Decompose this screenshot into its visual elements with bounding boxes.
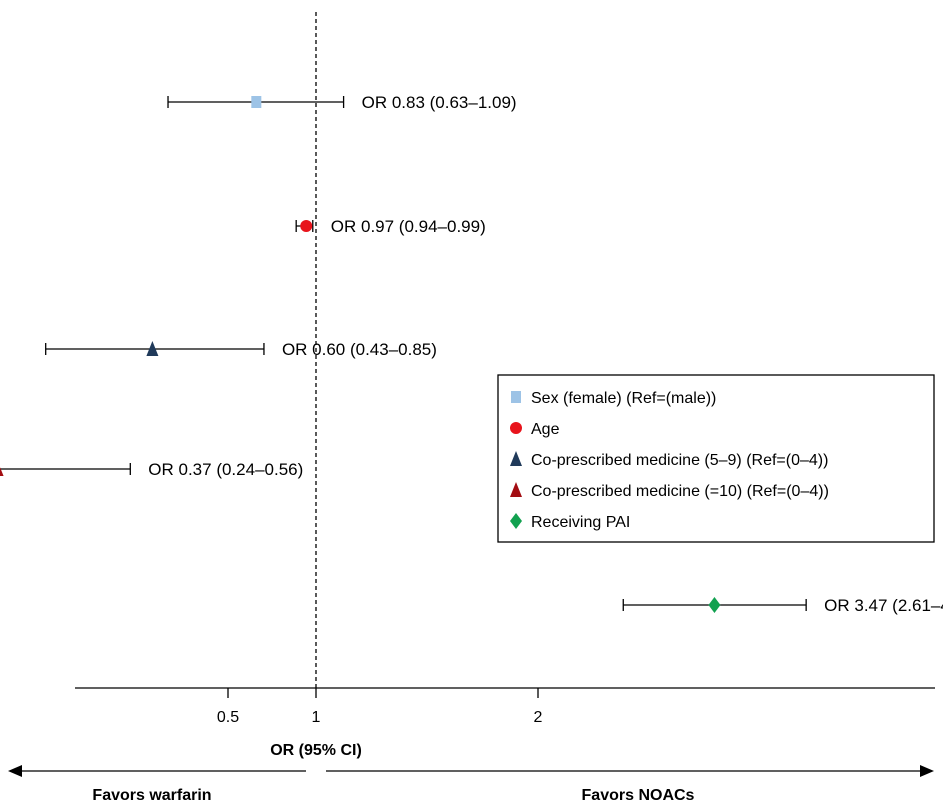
legend-box <box>497 374 935 543</box>
legend-marker-3 <box>510 482 522 497</box>
favors-right-arrowhead <box>920 765 934 777</box>
legend-marker-1 <box>510 422 522 434</box>
legend-marker-0 <box>511 391 521 403</box>
estimate-label-1: OR 0.97 (0.94–0.99) <box>331 217 486 236</box>
forest-marks: OR 0.83 (0.63–1.09) OR 0.97 (0.94–0.99) OR… <box>0 93 943 615</box>
legend-label-2: Co-prescribed medicine (5–9) (Ref=(0–4)) <box>531 452 828 469</box>
point-marker-4 <box>708 597 721 613</box>
legend-label-1: Age <box>531 421 560 438</box>
point-marker-3 <box>0 467 4 476</box>
favors-left-arrowhead <box>8 765 22 777</box>
estimate-label-3: OR 0.37 (0.24–0.56) <box>148 460 303 479</box>
x-tick-label-1: 1 <box>312 709 321 726</box>
x-tick-label-2: 2 <box>534 709 543 726</box>
favors-warfarin-label: Favors warfarin <box>92 787 211 804</box>
legend-label-0: Sex (female) (Ref=(male)) <box>531 390 716 407</box>
legend: Sex (female) (Ref=(male)) Age Co-prescribe… <box>497 374 935 543</box>
legend-marker-4 <box>510 513 522 529</box>
point-marker-1 <box>300 220 313 232</box>
estimate-label-4: OR 3.47 (2.61–4.62) <box>824 596 943 615</box>
point-marker-2 <box>146 341 159 356</box>
estimate-label-0: OR 0.83 (0.63–1.09) <box>362 93 517 112</box>
favors-noacs-label: Favors NOACs <box>582 787 695 804</box>
estimate-label-2: OR 0.60 (0.43–0.85) <box>282 340 437 359</box>
x-tick-label-0: 0.5 <box>217 709 239 726</box>
x-axis-title: OR (95% CI) <box>270 742 362 759</box>
legend-marker-2 <box>510 451 522 466</box>
legend-label-4: Receiving PAI <box>531 514 630 531</box>
point-marker-0 <box>251 96 262 108</box>
legend-label-3: Co-prescribed medicine (=10) (Ref=(0–4)) <box>531 483 829 500</box>
